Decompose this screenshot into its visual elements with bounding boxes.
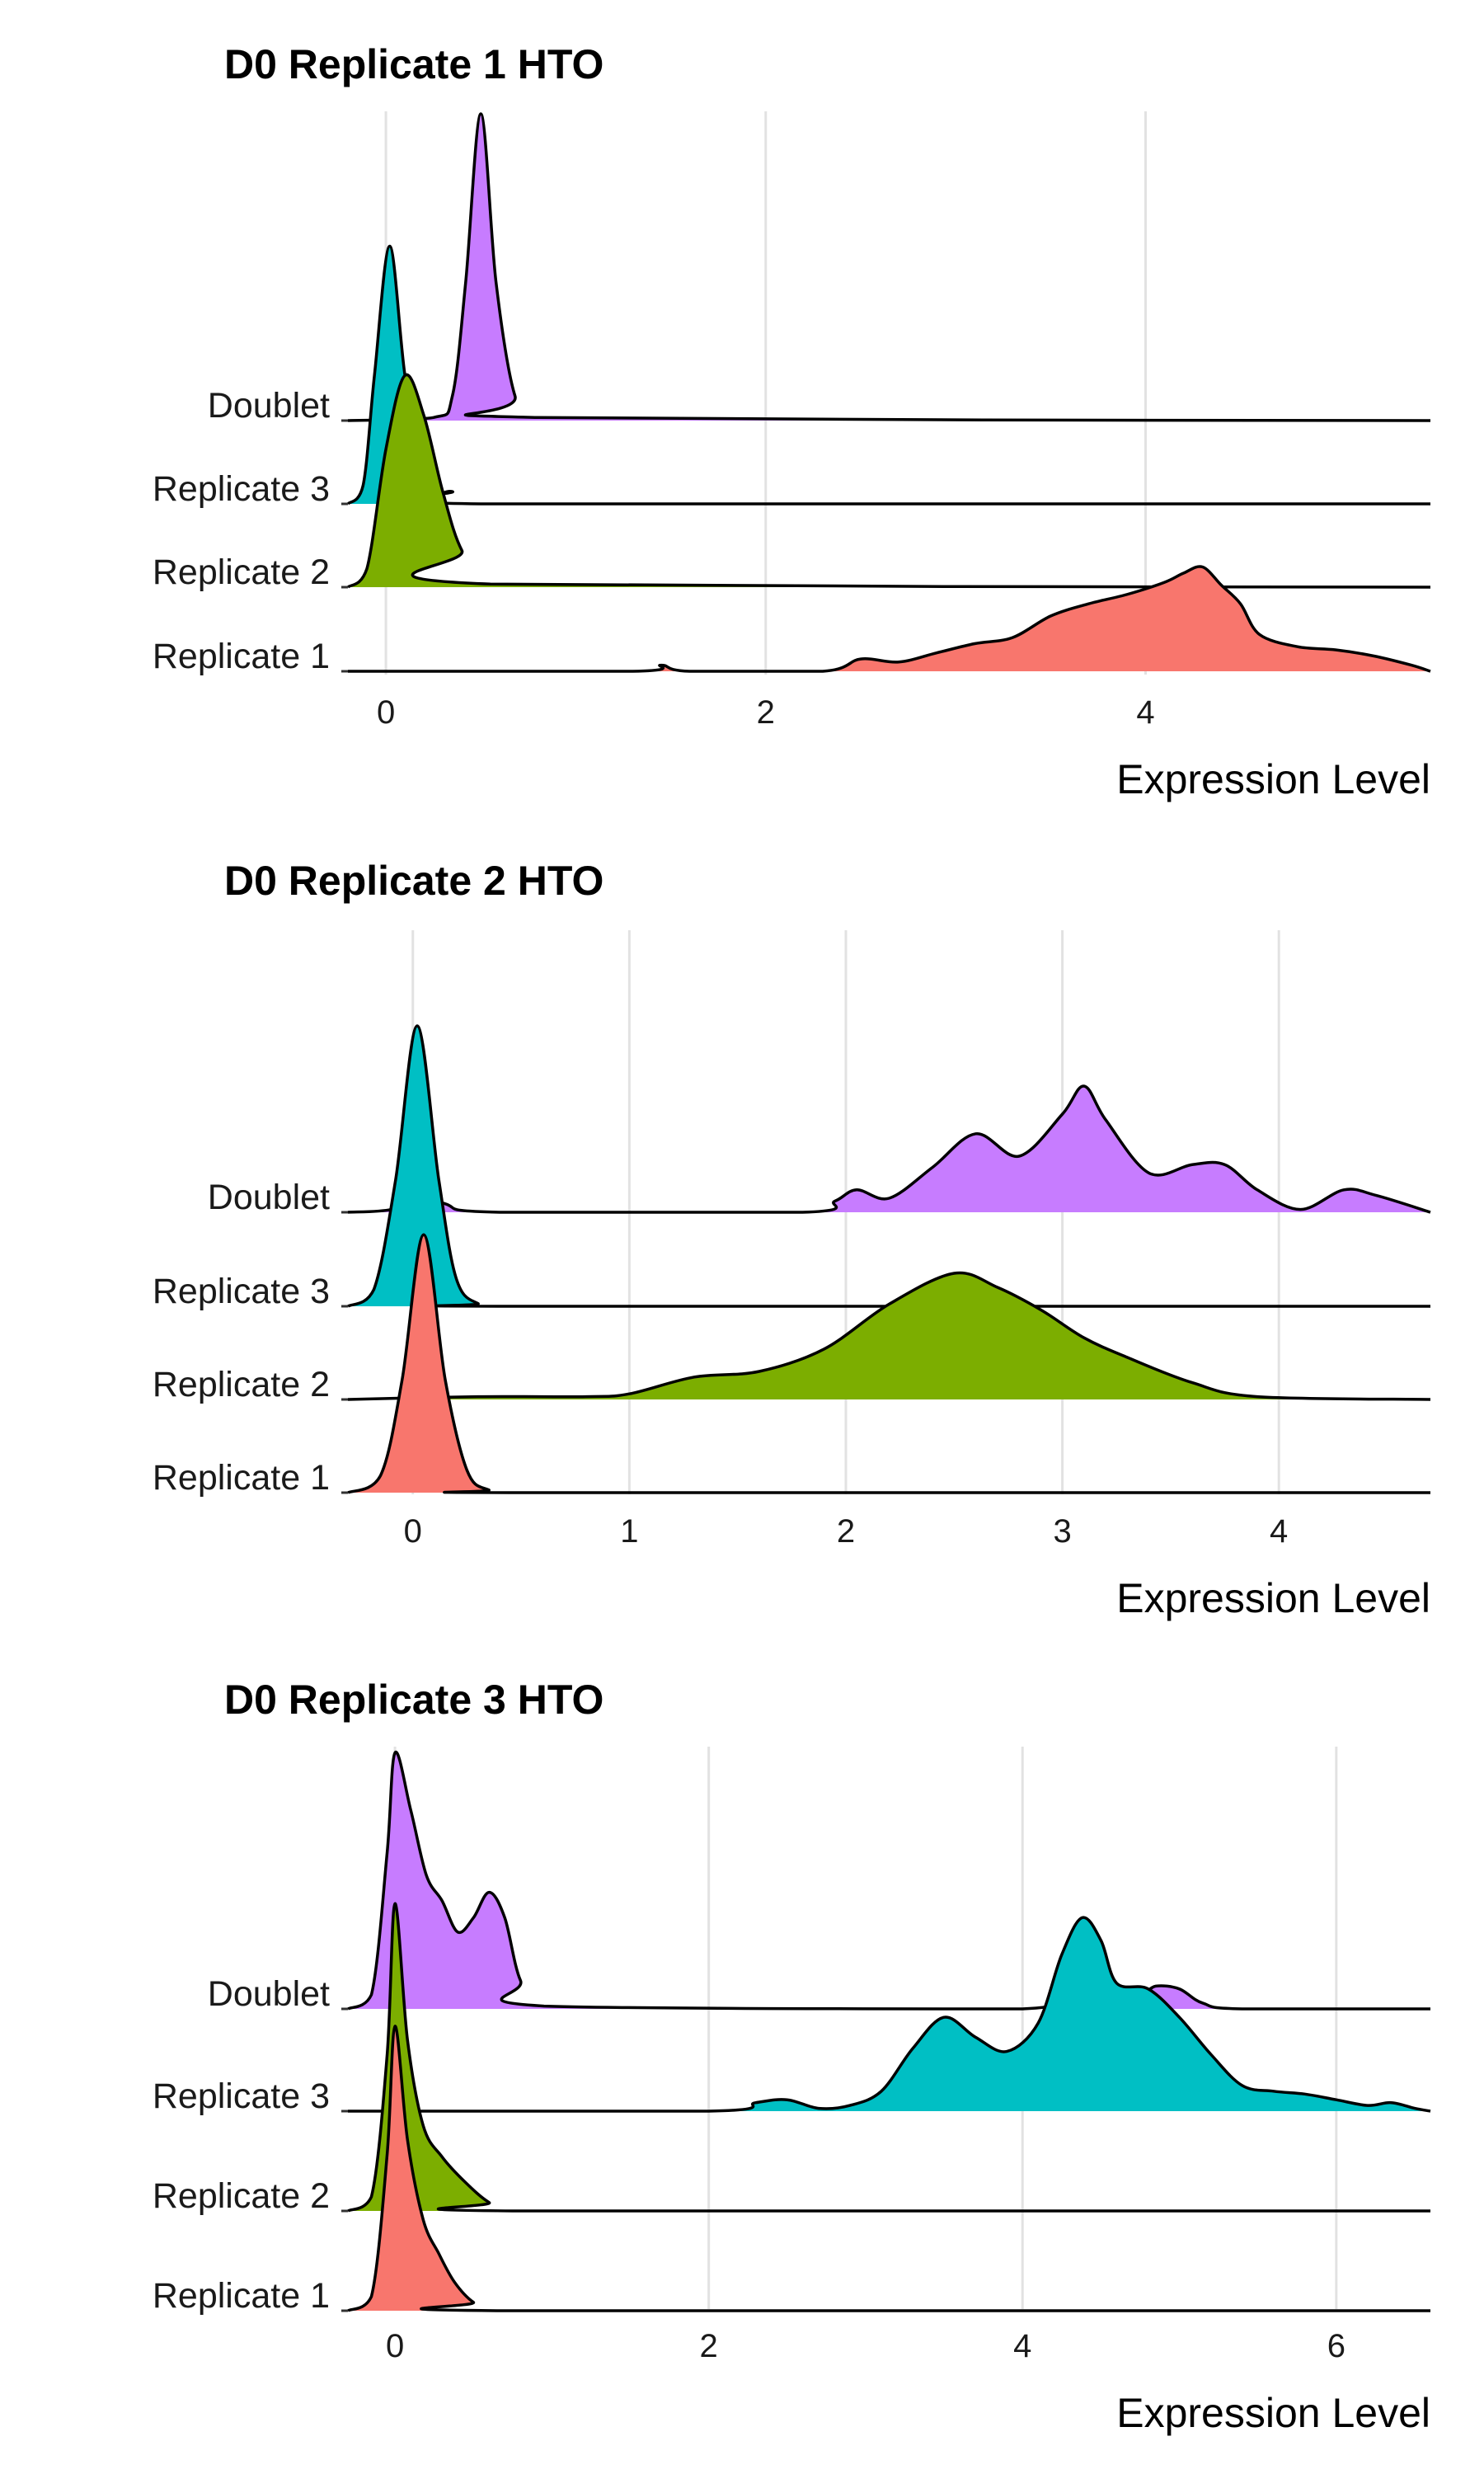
ridge-line-doublet (347, 1750, 1430, 2011)
category-label: Replicate 1 (153, 2276, 330, 2316)
panel-title: D0 Replicate 1 HTO (224, 41, 603, 87)
panel-title: D0 Replicate 2 HTO (224, 858, 603, 904)
x-axis-title: Expression Level (1116, 1575, 1430, 1621)
ridge-line-replicate-2 (347, 1902, 1430, 2213)
panel-title: D0 Replicate 3 HTO (224, 1677, 603, 1723)
category-label: Replicate 1 (153, 637, 330, 676)
category-label: Replicate 2 (153, 553, 330, 592)
x-tick-label: 2 (700, 2328, 718, 2364)
category-label: Replicate 2 (153, 1365, 330, 1404)
ridgeline-panel-1: D0 Replicate 1 HTO Doublet Replicate 3 Repl… (153, 41, 1431, 802)
x-tick-label: 2 (837, 1513, 855, 1550)
ridge-fill-doublet (348, 1085, 1430, 1212)
ridge-line-replicate-2 (347, 1271, 1431, 1401)
x-tick-label: 0 (404, 1513, 422, 1550)
ridge-line-replicate-2 (346, 373, 1431, 589)
ridgeline-panel-3: D0 Replicate 3 HTO Doublet Replicate 3 Repl… (153, 1677, 1431, 2436)
ridge-line-replicate-3 (347, 1916, 1431, 2113)
ridge-line-replicate-1 (347, 1233, 1430, 1494)
x-tick-label: 4 (1013, 2328, 1031, 2364)
ridge-line-doublet (347, 1084, 1431, 1214)
x-tick-label: 1 (620, 1513, 638, 1550)
ridge-fill-replicate-3 (348, 1917, 1430, 2111)
ridge-line-replicate-3 (347, 1024, 1430, 1308)
x-tick-label: 3 (1053, 1513, 1071, 1550)
category-label: Replicate 3 (153, 1272, 330, 1311)
ridge-fill-replicate-1 (348, 566, 1430, 671)
category-label: Replicate 3 (153, 469, 330, 509)
x-axis-title: Expression Level (1116, 2390, 1430, 2436)
x-tick-label: 6 (1327, 2328, 1345, 2364)
x-tick-label: 4 (1270, 1513, 1288, 1550)
category-label: Doublet (208, 1974, 330, 2014)
category-label: Doublet (208, 1178, 330, 1217)
ridge-line-replicate-1 (347, 2025, 1430, 2312)
ridge-fill-replicate-3 (348, 1026, 1430, 1306)
ridge-fill-doublet (348, 114, 1430, 421)
ridge-fill-doublet (348, 1752, 1430, 2009)
category-label: Replicate 3 (153, 2077, 330, 2116)
category-label: Doublet (208, 386, 330, 426)
x-tick-label: 0 (386, 2328, 404, 2364)
category-label: Replicate 1 (153, 1458, 330, 1498)
ridgeline-panel-2: D0 Replicate 2 HTO Doublet Replicate 3 Repl… (153, 858, 1431, 1621)
ridge-line-doublet (347, 112, 1431, 422)
ridge-line-replicate-1 (347, 565, 1431, 673)
ridge-fill-replicate-1 (348, 2025, 1430, 2311)
ridge-fill-replicate-2 (348, 374, 1430, 587)
category-label: Replicate 2 (153, 2176, 330, 2216)
ridge-fill-replicate-2 (348, 1272, 1430, 1399)
x-tick-label: 2 (757, 694, 775, 731)
x-tick-label: 0 (377, 694, 395, 731)
x-axis-title: Expression Level (1116, 756, 1430, 802)
ridge-fill-replicate-1 (348, 1235, 1430, 1493)
x-tick-label: 4 (1136, 694, 1154, 731)
ridge-fill-replicate-2 (348, 1903, 1430, 2211)
